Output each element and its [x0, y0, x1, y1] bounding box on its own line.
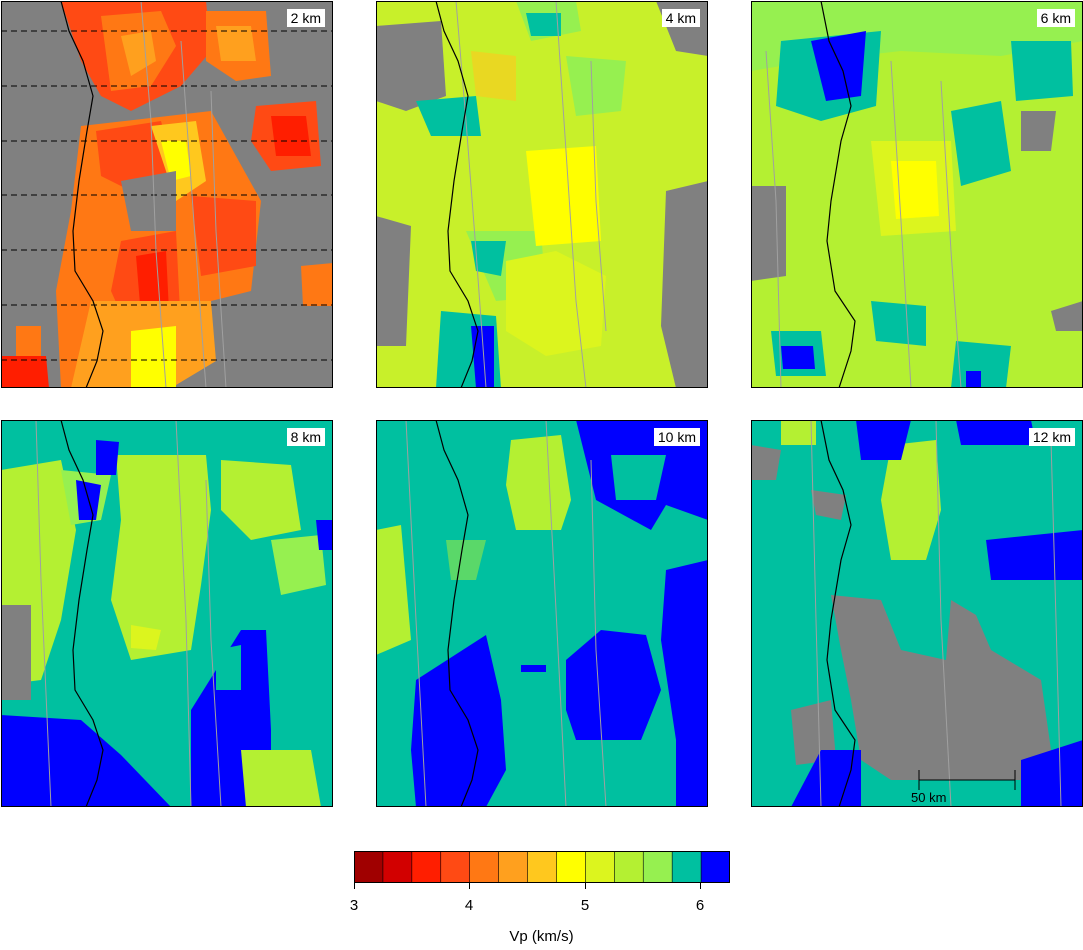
- colorbar-border: [354, 851, 730, 883]
- depth-label: 10 km: [653, 428, 700, 446]
- depth-label: 4 km: [661, 9, 700, 27]
- colorbar-tick: [354, 883, 355, 889]
- colorbar-swatch: [642, 850, 673, 884]
- scale-bar-label: 50 km: [911, 790, 947, 805]
- colorbar-swatch: [556, 850, 587, 884]
- vp-slice-12km: 12 km 50 km: [751, 420, 1083, 807]
- colorbar-tick-label: 4: [464, 897, 474, 914]
- vp-slice-6km: 6 km: [751, 1, 1083, 388]
- colorbar-tick: [469, 883, 470, 889]
- vp-slice-4km: 4 km: [376, 1, 708, 388]
- colorbar-swatch: [382, 850, 413, 884]
- colorbar-swatches: [353, 850, 731, 884]
- depth-label: 8 km: [286, 428, 325, 446]
- colorbar-swatch: [353, 850, 384, 884]
- velocity-map-6km: [751, 1, 1083, 388]
- colorbar-tick-label: 3: [349, 897, 359, 914]
- velocity-map-12km: [751, 420, 1083, 807]
- colorbar-tick: [585, 883, 586, 889]
- velocity-map-2km: [1, 1, 333, 388]
- colorbar-swatch: [700, 850, 731, 884]
- colorbar-swatch: [614, 850, 645, 884]
- velocity-map-4km: [376, 1, 708, 388]
- depth-label: 6 km: [1036, 9, 1075, 27]
- colorbar-swatch: [527, 850, 558, 884]
- velocity-colorbar: [353, 850, 731, 884]
- colorbar-swatch: [411, 850, 442, 884]
- vp-slice-10km: 10 km: [376, 420, 708, 807]
- velocity-map-10km: [376, 420, 708, 807]
- colorbar-swatch: [498, 850, 529, 884]
- colorbar-swatch: [440, 850, 471, 884]
- vp-slice-8km: 8 km: [1, 420, 333, 807]
- colorbar-swatch: [469, 850, 500, 884]
- colorbar-swatch: [585, 850, 616, 884]
- colorbar-tick-label: 5: [580, 897, 590, 914]
- colorbar-title: Vp (km/s): [509, 928, 574, 945]
- colorbar-tick: [700, 883, 701, 889]
- colorbar-tick-label: 6: [695, 897, 705, 914]
- depth-label: 2 km: [286, 9, 325, 27]
- colorbar-swatch: [671, 850, 702, 884]
- vp-slice-2km: 2 km: [1, 1, 333, 388]
- velocity-map-8km: [1, 420, 333, 807]
- scale-bar: [918, 770, 1016, 790]
- colorbar-ticks: 3 4 5 6: [350, 883, 730, 923]
- depth-label: 12 km: [1028, 428, 1075, 446]
